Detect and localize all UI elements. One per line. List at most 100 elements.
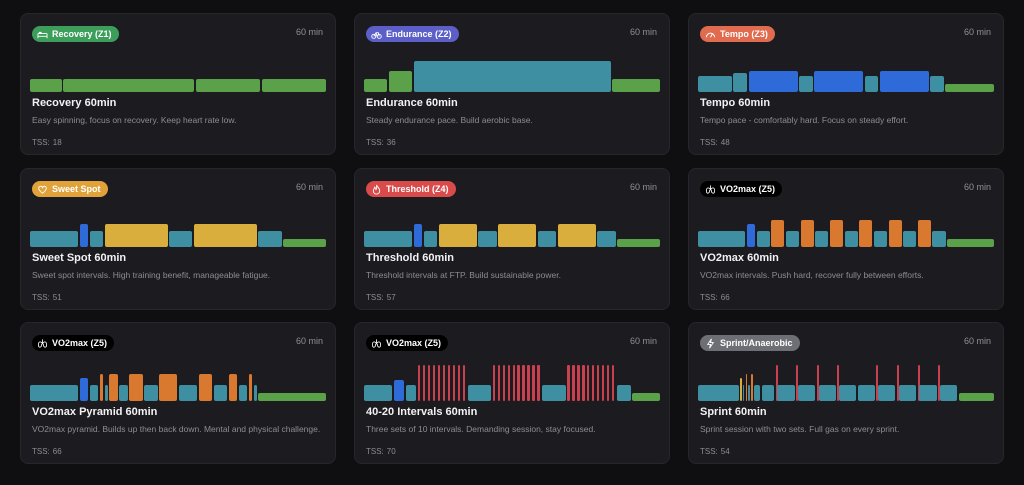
- workout-title: Sprint 60min: [700, 406, 767, 418]
- zone-badge: Tempo (Z3): [700, 26, 775, 42]
- zone-badge: VO2max (Z5): [700, 181, 783, 197]
- workout-duration: 60 min: [295, 336, 323, 346]
- interval-bar: [79, 223, 89, 247]
- interval-bar: [104, 223, 168, 247]
- interval-bar: [815, 231, 829, 247]
- zone-badge-label: Recovery (Z1): [52, 29, 112, 39]
- interval-bar: [597, 365, 600, 401]
- gauge-icon: [705, 29, 716, 40]
- interval-bar: [452, 365, 455, 401]
- interval-profile: [698, 359, 996, 401]
- interval-bar: [577, 365, 580, 401]
- interval-bar: [532, 365, 535, 401]
- bolt-icon: [705, 338, 716, 349]
- interval-bar: [179, 385, 198, 401]
- interval-bar: [932, 231, 946, 247]
- workout-duration: 60 min: [629, 182, 657, 192]
- workout-title: VO2max 60min: [700, 252, 779, 264]
- interval-bar: [393, 380, 405, 401]
- interval-bar: [888, 219, 902, 247]
- interval-profile: [30, 50, 328, 92]
- zone-badge-label: VO2max (Z5): [386, 338, 442, 348]
- interval-bar: [740, 377, 742, 401]
- interval-bar: [814, 71, 864, 92]
- lungs-icon: [371, 338, 382, 349]
- tss-value: 36: [386, 138, 396, 147]
- interval-bar: [30, 385, 79, 401]
- interval-bar: [104, 385, 108, 401]
- tss-value: 51: [52, 293, 62, 302]
- workout-description: Sprint session with two sets. Full gas o…: [700, 424, 900, 434]
- interval-bar: [502, 365, 505, 401]
- interval-bar: [800, 219, 814, 247]
- workout-card[interactable]: Sweet Spot 60 min Sweet Spot 60min Sweet…: [20, 168, 336, 310]
- interval-profile: [30, 205, 328, 247]
- interval-bar: [698, 231, 746, 247]
- interval-bar: [144, 385, 158, 401]
- workout-title: 40-20 Intervals 60min: [366, 406, 478, 418]
- interval-bar: [818, 385, 836, 401]
- workout-card[interactable]: Threshold (Z4) 60 min Threshold 60min Th…: [354, 168, 670, 310]
- interval-bar: [492, 365, 495, 401]
- workout-title: Endurance 60min: [366, 97, 458, 109]
- workout-card[interactable]: VO2max (Z5) 60 min 40-20 Intervals 60min…: [354, 322, 670, 464]
- workout-duration: 60 min: [963, 27, 991, 37]
- interval-bar: [839, 385, 857, 401]
- workout-card[interactable]: VO2max (Z5) 60 min VO2max Pyramid 60min …: [20, 322, 336, 464]
- workout-description: Three sets of 10 intervals. Demanding se…: [366, 424, 596, 434]
- interval-bar: [169, 231, 193, 247]
- interval-bar: [413, 60, 611, 92]
- interval-bar: [437, 365, 440, 401]
- interval-bar: [844, 231, 858, 247]
- interval-bar: [919, 385, 937, 401]
- interval-bar: [89, 231, 103, 247]
- interval-bar: [859, 219, 873, 247]
- interval-bar: [517, 365, 520, 401]
- interval-bar: [478, 231, 497, 247]
- interval-bar: [771, 219, 785, 247]
- workout-card[interactable]: Recovery (Z1) 60 min Recovery 60min Easy…: [20, 13, 336, 155]
- interval-bar: [777, 385, 795, 401]
- interval-bar: [79, 377, 89, 401]
- interval-bar: [876, 365, 879, 401]
- workout-title: Tempo 60min: [700, 97, 771, 109]
- tss-value: 18: [52, 138, 62, 147]
- flame-icon: [371, 184, 382, 195]
- interval-bar: [761, 385, 775, 401]
- interval-bar: [198, 373, 213, 401]
- interval-bar: [497, 365, 500, 401]
- interval-bar: [364, 385, 393, 401]
- interval-bar: [917, 219, 931, 247]
- tss-value: 66: [52, 447, 62, 456]
- interval-bar: [785, 231, 800, 247]
- interval-bar: [617, 238, 661, 247]
- zone-badge: Recovery (Z1): [32, 26, 119, 42]
- interval-bar: [89, 385, 99, 401]
- interval-bar: [748, 71, 798, 92]
- interval-bar: [751, 373, 753, 401]
- tss-value: 57: [386, 293, 396, 302]
- interval-bar: [527, 365, 530, 401]
- interval-bar: [945, 83, 995, 92]
- interval-bar: [796, 365, 799, 401]
- workout-card[interactable]: Tempo (Z3) 60 min Tempo 60min Tempo pace…: [688, 13, 1004, 155]
- interval-bar: [442, 365, 445, 401]
- interval-bar: [698, 385, 739, 401]
- interval-bar: [63, 79, 195, 92]
- workout-card[interactable]: Endurance (Z2) 60 min Endurance 60min St…: [354, 13, 670, 155]
- interval-bar: [261, 79, 327, 92]
- interval-bar: [898, 385, 917, 401]
- interval-bar: [119, 385, 128, 401]
- interval-bar: [816, 365, 819, 401]
- tss-value: 66: [720, 293, 730, 302]
- interval-bar: [864, 76, 879, 92]
- interval-bar: [799, 76, 813, 92]
- tss-score: TSS: 70: [366, 447, 396, 456]
- workout-card[interactable]: VO2max (Z5) 60 min VO2max 60min VO2max i…: [688, 168, 1004, 310]
- tss-label: TSS:: [700, 447, 718, 456]
- workout-title: VO2max Pyramid 60min: [32, 406, 158, 418]
- workout-card[interactable]: Sprint/Anaerobic 60 min Sprint 60min Spr…: [688, 322, 1004, 464]
- workout-duration: 60 min: [629, 27, 657, 37]
- interval-profile: [364, 359, 662, 401]
- interval-bar: [607, 365, 610, 401]
